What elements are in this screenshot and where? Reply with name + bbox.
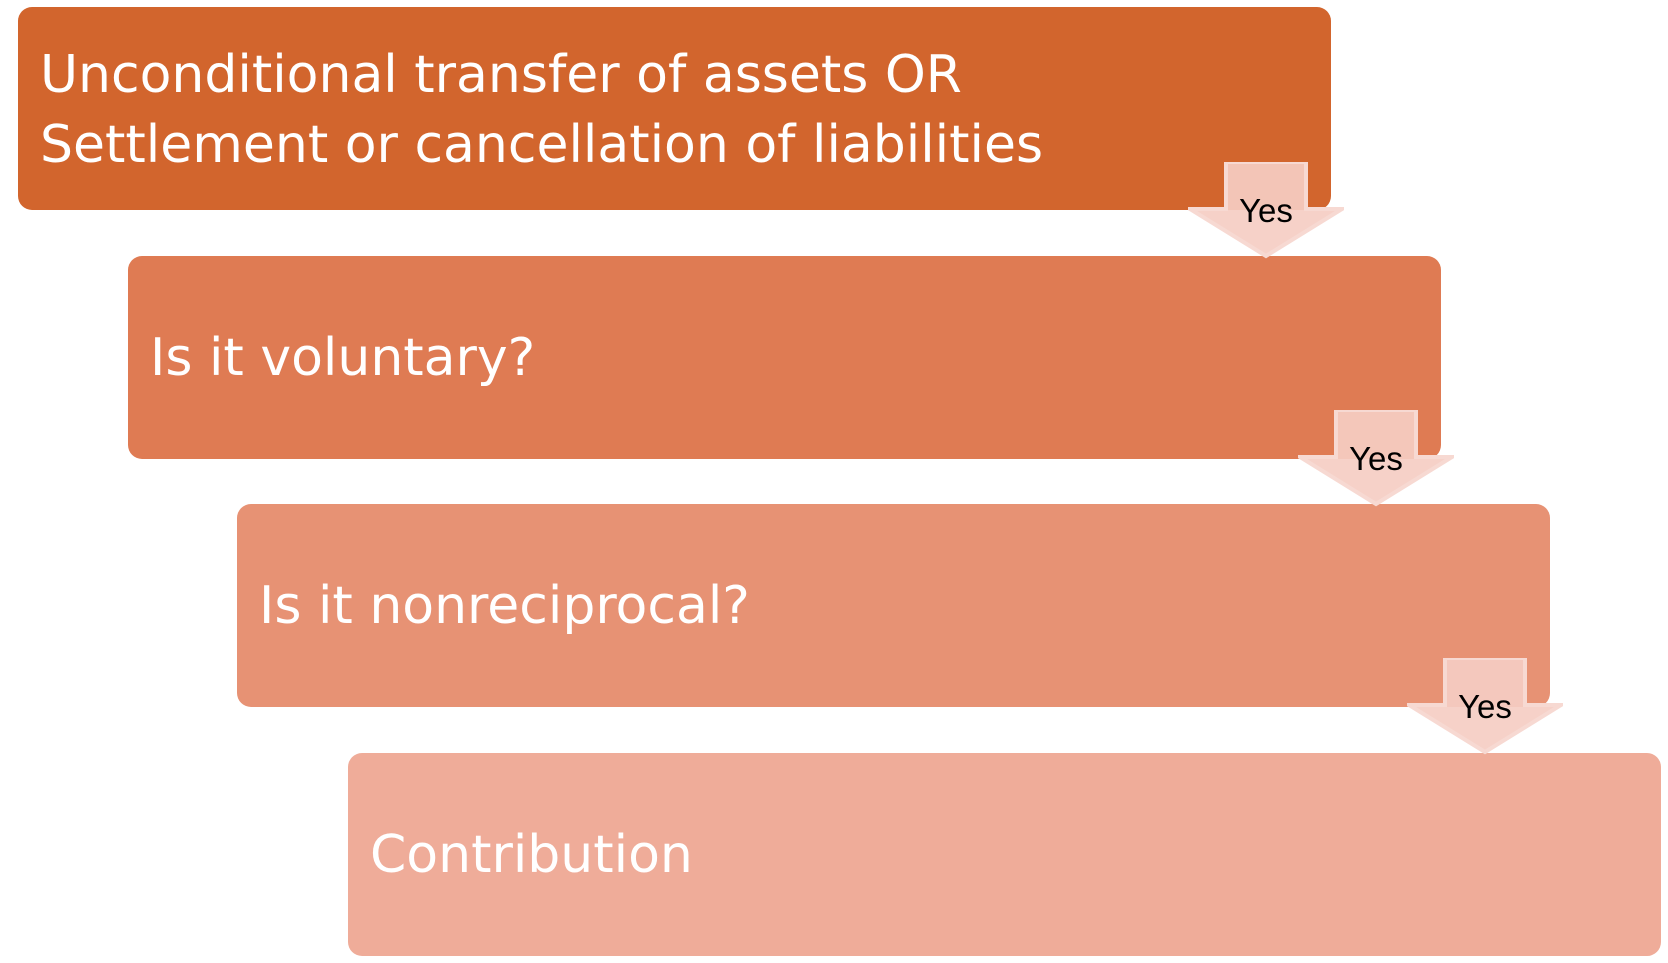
step-voluntary-label: Is it voluntary?: [150, 327, 536, 388]
step-nonreciprocal-label: Is it nonreciprocal?: [259, 575, 750, 636]
arrow-yes-2: Yes: [1298, 410, 1454, 556]
step-transfer: Unconditional transfer of assets OR Settl…: [18, 7, 1331, 210]
arrow-yes-3: Yes: [1407, 658, 1563, 804]
step-contribution-label: Contribution: [370, 824, 693, 885]
down-arrow-icon: [1407, 658, 1563, 755]
down-arrow-icon: [1298, 410, 1454, 507]
arrow-label: Yes: [1458, 688, 1512, 725]
arrow-yes-1: Yes: [1188, 162, 1344, 308]
step-transfer-line1: Unconditional transfer of assets OR: [40, 45, 962, 105]
arrow-label: Yes: [1239, 192, 1293, 229]
step-nonreciprocal: Is it nonreciprocal?: [237, 504, 1550, 707]
step-voluntary: Is it voluntary?: [128, 256, 1441, 459]
step-transfer-line2: Settlement or cancellation of liabilitie…: [40, 115, 1044, 175]
down-arrow-icon: [1188, 162, 1344, 259]
arrow-label: Yes: [1349, 440, 1403, 477]
step-contribution: Contribution: [348, 753, 1661, 956]
